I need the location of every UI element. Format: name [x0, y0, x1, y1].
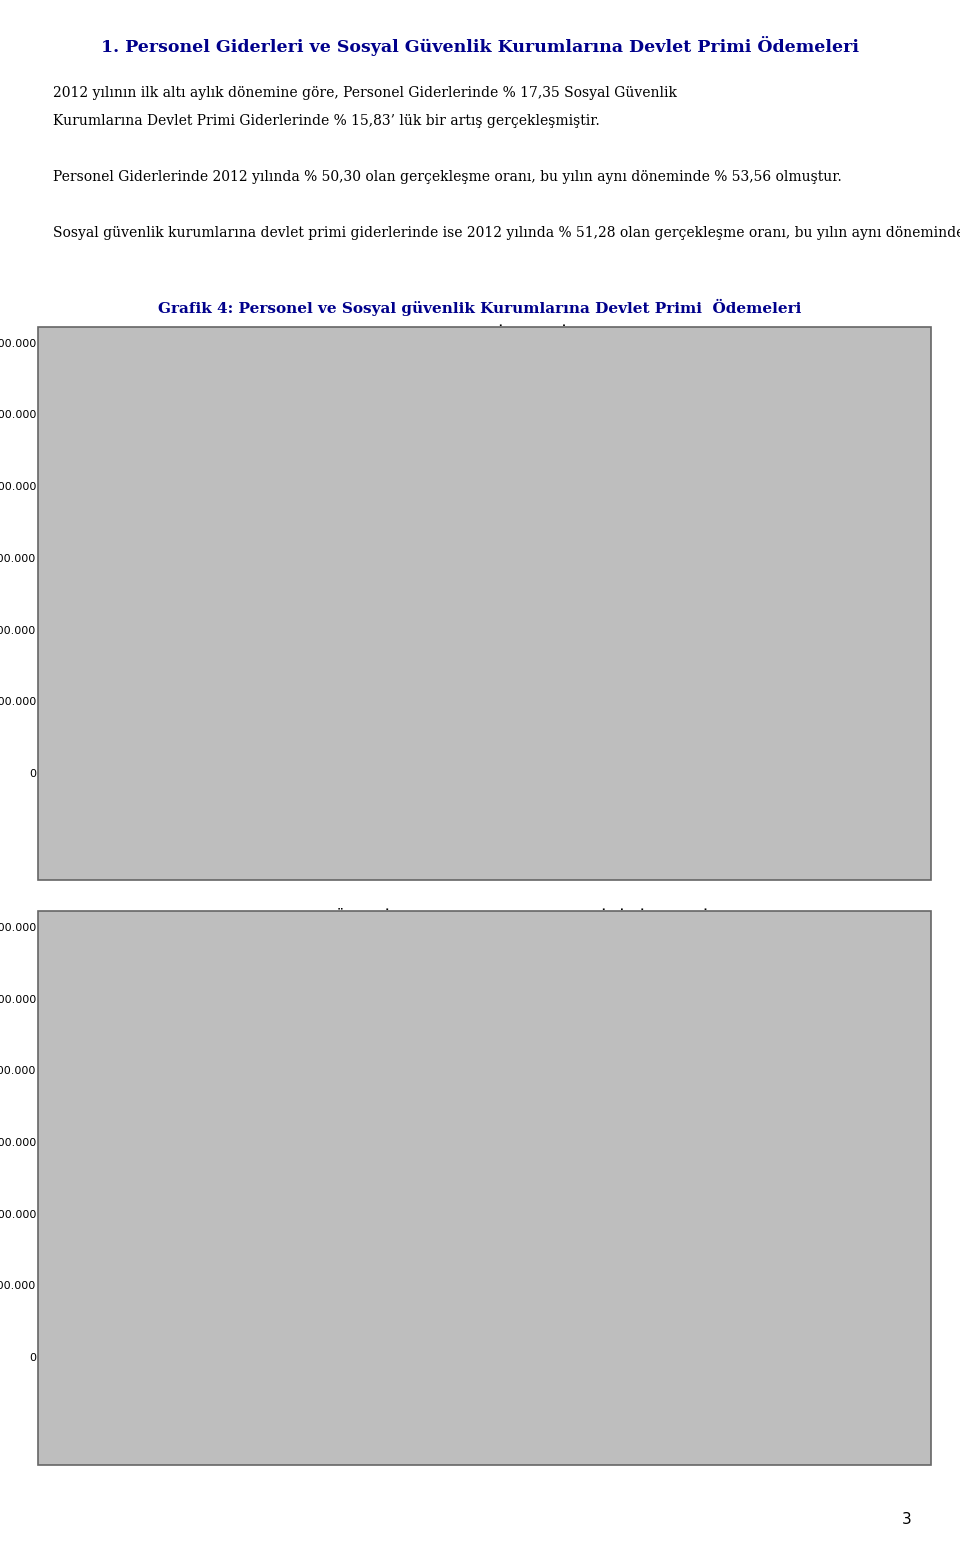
Title: SOSYAL GÜVENLİK KURUMLARINA DEVLET PRİMİ GİDERLERİ: SOSYAL GÜVENLİK KURUMLARINA DEVLET PRİMİ… [262, 910, 708, 922]
Bar [556, 583, 606, 773]
Text: 3: 3 [902, 1511, 912, 1527]
Bar [221, 1024, 271, 1357]
Bar [414, 966, 464, 1357]
Text: Kurumlarına Devlet Primi Giderlerinde % 15,83’ lük bir artış gerçekleşmiştir.: Kurumlarına Devlet Primi Giderlerinde % … [53, 114, 600, 128]
Bar [556, 1195, 606, 1357]
Bar [506, 617, 556, 773]
Bar [841, 1198, 891, 1357]
Bar [506, 1221, 556, 1357]
Text: 2012 yılının ilk altı aylık dönemine göre, Personel Giderlerinde % 17,35 Sosyal : 2012 yılının ilk altı aylık dönemine gör… [53, 86, 677, 100]
Text: 1. Personel Giderleri ve Sosyal Güvenlik Kurumlarına Devlet Primi Ödemeleri: 1. Personel Giderleri ve Sosyal Güvenlik… [101, 36, 859, 56]
Bar [649, 1221, 699, 1357]
Bar [364, 623, 414, 773]
Bar [791, 619, 841, 773]
Bar [271, 1204, 321, 1357]
Bar [791, 1217, 841, 1357]
Bar [649, 626, 699, 773]
Bar [841, 598, 891, 773]
Bar [699, 594, 749, 773]
Bar [221, 444, 271, 773]
Text: Personel Giderlerinde 2012 yılında % 50,30 olan gerçekleşme oranı, bu yılın aynı: Personel Giderlerinde 2012 yılında % 50,… [53, 170, 842, 184]
Bar [414, 369, 464, 773]
Text: Sosyal güvenlik kurumlarına devlet primi giderlerinde ise 2012 yılında % 51,28 o: Sosyal güvenlik kurumlarına devlet primi… [53, 226, 960, 240]
Title: PERSONEL GİDERLERİ: PERSONEL GİDERLERİ [403, 326, 566, 338]
Text: Grafik 4: Personel ve Sosyal güvenlik Kurumlarına Devlet Primi  Ödemeleri: Grafik 4: Personel ve Sosyal güvenlik Ku… [158, 299, 802, 316]
Bar [699, 1198, 749, 1357]
Bar [271, 623, 321, 773]
Bar [364, 1218, 414, 1357]
